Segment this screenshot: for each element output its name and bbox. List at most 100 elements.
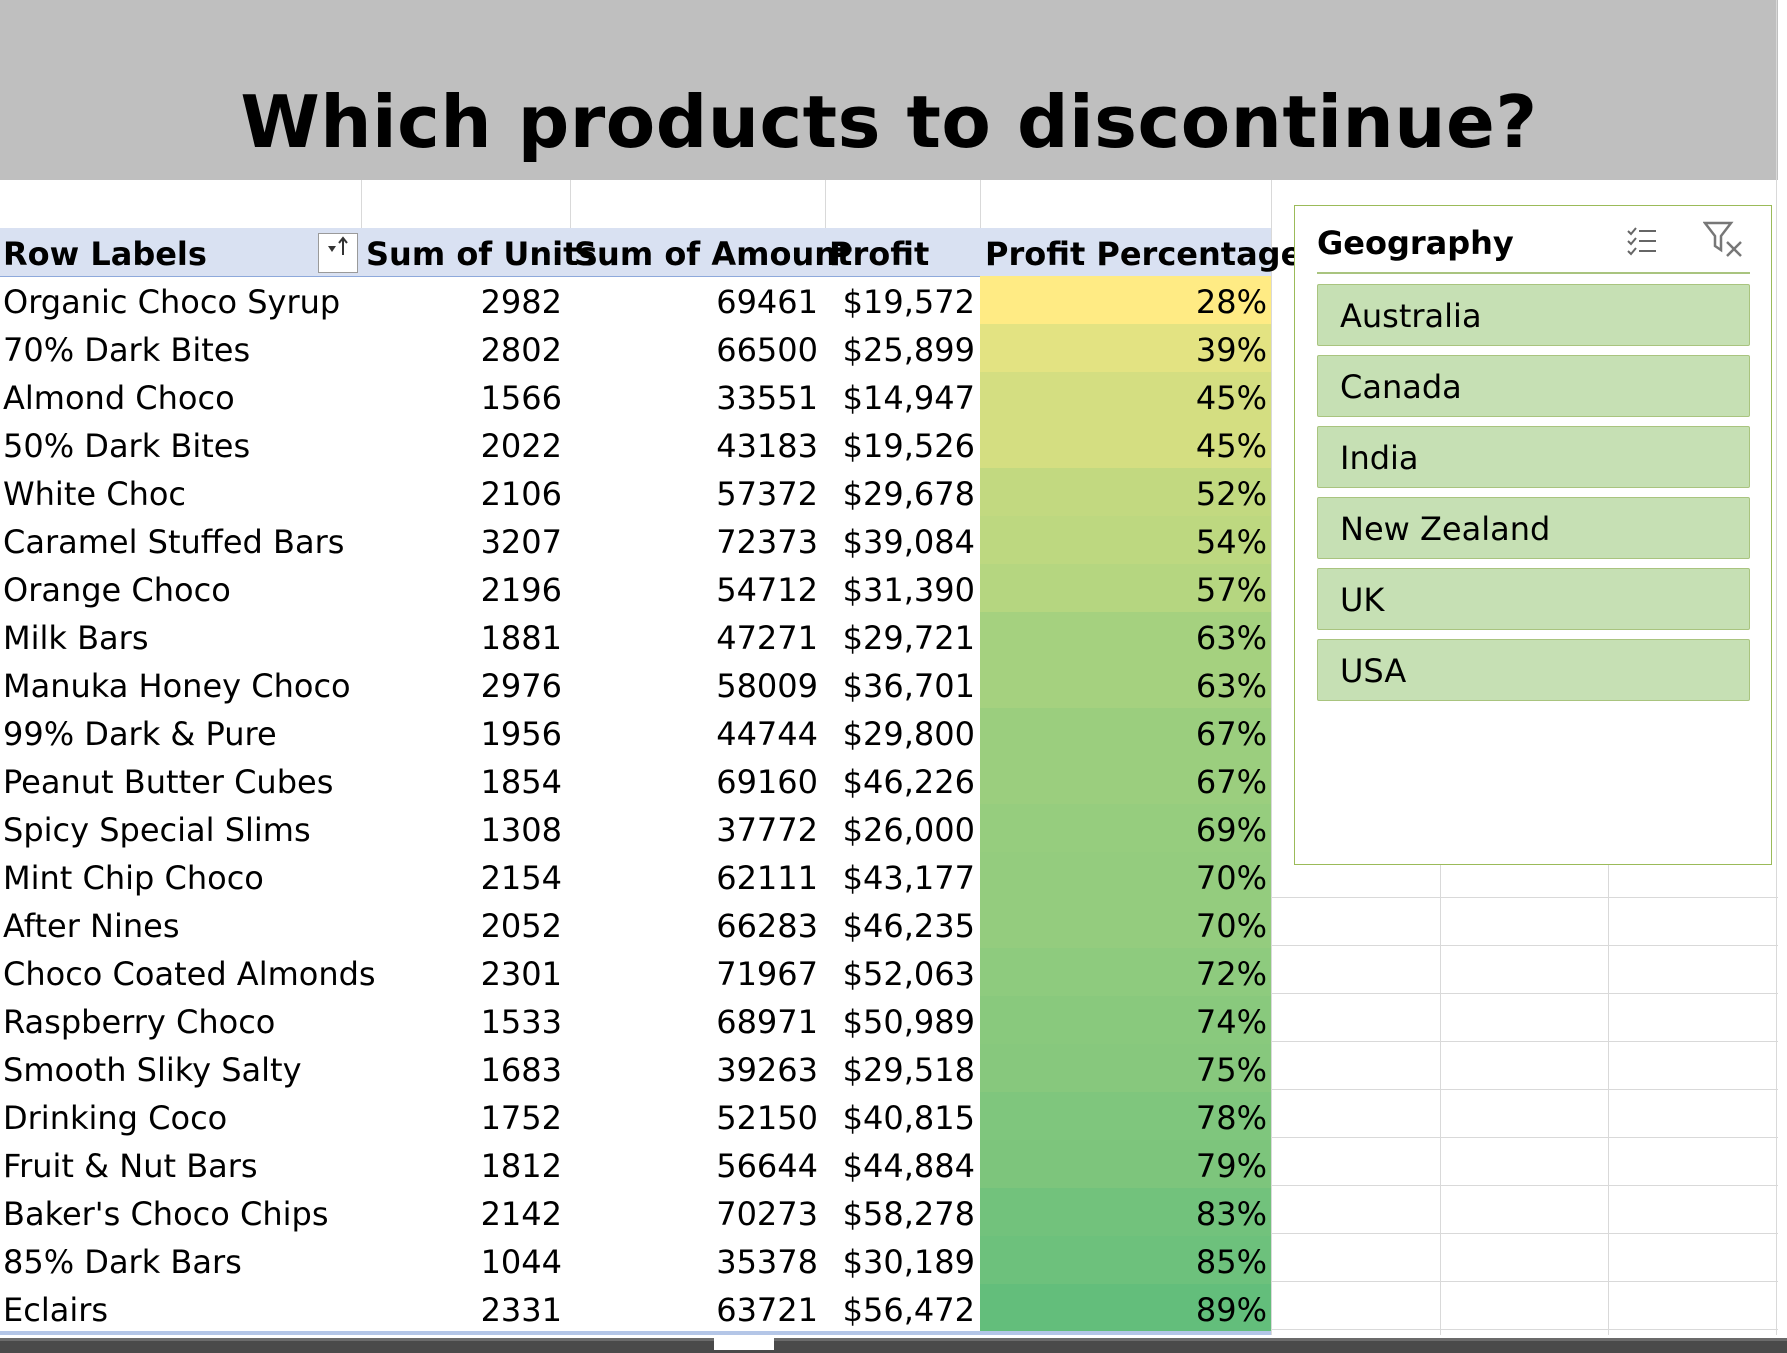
units-cell[interactable]: 2331 (480, 1291, 562, 1329)
profit-percentage-cell[interactable]: 52% (1195, 475, 1267, 513)
units-cell[interactable]: 3207 (480, 523, 562, 561)
units-cell[interactable]: 1044 (480, 1243, 562, 1281)
table-row[interactable]: Eclairs 2331 63721 $56,472 89% (0, 1284, 1271, 1332)
table-row[interactable]: Baker's Choco Chips 2142 70273 $58,278 83% (0, 1188, 1271, 1236)
profit-cell[interactable]: $31,390 (842, 571, 975, 609)
table-row[interactable]: Mint Chip Choco 2154 62111 $43,177 70% (0, 852, 1271, 900)
amount-cell[interactable]: 37772 (716, 811, 818, 849)
table-row[interactable]: 85% Dark Bars 1044 35378 $30,189 85% (0, 1236, 1271, 1284)
profit-cell[interactable]: $26,000 (842, 811, 975, 849)
amount-cell[interactable]: 71967 (716, 955, 818, 993)
table-row[interactable]: 50% Dark Bites 2022 43183 $19,526 45% (0, 420, 1271, 468)
row-label[interactable]: Manuka Honey Choco (3, 667, 351, 705)
profit-cell[interactable]: $46,235 (842, 907, 975, 945)
row-label[interactable]: Orange Choco (3, 571, 231, 609)
amount-cell[interactable]: 54712 (716, 571, 818, 609)
profit-percentage-cell[interactable]: 83% (1195, 1195, 1267, 1233)
profit-cell[interactable]: $58,278 (842, 1195, 975, 1233)
slicer-item-australia[interactable]: Australia (1317, 284, 1750, 346)
profit-percentage-cell[interactable]: 79% (1195, 1147, 1267, 1185)
row-label[interactable]: Drinking Coco (3, 1099, 228, 1137)
units-cell[interactable]: 2154 (480, 859, 562, 897)
profit-percentage-cell[interactable]: 63% (1195, 667, 1267, 705)
amount-cell[interactable]: 69461 (716, 283, 818, 321)
table-row[interactable]: Manuka Honey Choco 2976 58009 $36,701 63% (0, 660, 1271, 708)
units-cell[interactable]: 2106 (480, 475, 562, 513)
amount-cell[interactable]: 62111 (716, 859, 818, 897)
header-row-labels[interactable]: Row Labels (3, 235, 207, 273)
table-row[interactable]: 99% Dark & Pure 1956 44744 $29,800 67% (0, 708, 1271, 756)
row-label[interactable]: Organic Choco Syrup (3, 283, 341, 321)
row-label[interactable]: Raspberry Choco (3, 1003, 276, 1041)
units-cell[interactable]: 1752 (480, 1099, 562, 1137)
profit-percentage-cell[interactable]: 54% (1195, 523, 1267, 561)
profit-percentage-cell[interactable]: 72% (1195, 955, 1267, 993)
slicer-item-usa[interactable]: USA (1317, 639, 1750, 701)
header-sum-units[interactable]: Sum of Units (366, 235, 598, 273)
slicer-item-new-zealand[interactable]: New Zealand (1317, 497, 1750, 559)
table-row[interactable]: White Choc 2106 57372 $29,678 52% (0, 468, 1271, 516)
units-cell[interactable]: 2976 (480, 667, 562, 705)
table-row[interactable]: Choco Coated Almonds 2301 71967 $52,063 72% (0, 948, 1271, 996)
table-row[interactable]: Milk Bars 1881 47271 $29,721 63% (0, 612, 1271, 660)
units-cell[interactable]: 2196 (480, 571, 562, 609)
row-label[interactable]: 85% Dark Bars (3, 1243, 242, 1281)
table-row[interactable]: 70% Dark Bites 2802 66500 $25,899 39% (0, 324, 1271, 372)
profit-cell[interactable]: $29,721 (842, 619, 975, 657)
row-label[interactable]: 50% Dark Bites (3, 427, 251, 465)
profit-cell[interactable]: $29,800 (842, 715, 975, 753)
row-label[interactable]: Smooth Sliky Salty (3, 1051, 302, 1089)
units-cell[interactable]: 2301 (480, 955, 562, 993)
amount-cell[interactable]: 69160 (716, 763, 818, 801)
profit-cell[interactable]: $50,989 (842, 1003, 975, 1041)
profit-percentage-cell[interactable]: 89% (1195, 1291, 1267, 1329)
units-cell[interactable]: 1308 (480, 811, 562, 849)
profit-cell[interactable]: $29,678 (842, 475, 975, 513)
profit-cell[interactable]: $36,701 (842, 667, 975, 705)
table-row[interactable]: Organic Choco Syrup 2982 69461 $19,572 28% (0, 276, 1271, 324)
units-cell[interactable]: 1881 (480, 619, 562, 657)
amount-cell[interactable]: 58009 (716, 667, 818, 705)
slicer-item-uk[interactable]: UK (1317, 568, 1750, 630)
row-label[interactable]: Eclairs (3, 1291, 109, 1329)
profit-cell[interactable]: $19,526 (842, 427, 975, 465)
amount-cell[interactable]: 35378 (716, 1243, 818, 1281)
units-cell[interactable]: 1533 (480, 1003, 562, 1041)
amount-cell[interactable]: 56644 (716, 1147, 818, 1185)
profit-cell[interactable]: $30,189 (842, 1243, 975, 1281)
profit-cell[interactable]: $56,472 (842, 1291, 975, 1329)
row-label[interactable]: 99% Dark & Pure (3, 715, 277, 753)
profit-cell[interactable]: $43,177 (842, 859, 975, 897)
amount-cell[interactable]: 66283 (716, 907, 818, 945)
table-row[interactable]: Raspberry Choco 1533 68971 $50,989 74% (0, 996, 1271, 1044)
amount-cell[interactable]: 70273 (716, 1195, 818, 1233)
amount-cell[interactable]: 33551 (716, 379, 818, 417)
clear-filter-icon[interactable] (1703, 220, 1745, 260)
multi-select-icon[interactable] (1625, 224, 1659, 258)
units-cell[interactable]: 2802 (480, 331, 562, 369)
table-row[interactable]: Drinking Coco 1752 52150 $40,815 78% (0, 1092, 1271, 1140)
profit-percentage-cell[interactable]: 69% (1195, 811, 1267, 849)
table-row[interactable]: Spicy Special Slims 1308 37772 $26,000 69% (0, 804, 1271, 852)
table-row[interactable]: Fruit & Nut Bars 1812 56644 $44,884 79% (0, 1140, 1271, 1188)
units-cell[interactable]: 1566 (480, 379, 562, 417)
table-row[interactable]: Caramel Stuffed Bars 3207 72373 $39,084 54% (0, 516, 1271, 564)
units-cell[interactable]: 1812 (480, 1147, 562, 1185)
sheet-tab-bar[interactable] (0, 1338, 1787, 1353)
row-label[interactable]: Spicy Special Slims (3, 811, 311, 849)
table-row[interactable]: Orange Choco 2196 54712 $31,390 57% (0, 564, 1271, 612)
active-sheet-tab[interactable] (714, 1335, 774, 1350)
sort-filter-button[interactable] (318, 233, 358, 273)
profit-cell[interactable]: $29,518 (842, 1051, 975, 1089)
profit-percentage-cell[interactable]: 39% (1195, 331, 1267, 369)
header-sum-amount[interactable]: Sum of Amount (574, 235, 853, 273)
units-cell[interactable]: 1956 (480, 715, 562, 753)
units-cell[interactable]: 1683 (480, 1051, 562, 1089)
profit-percentage-cell[interactable]: 78% (1195, 1099, 1267, 1137)
amount-cell[interactable]: 47271 (716, 619, 818, 657)
amount-cell[interactable]: 63721 (716, 1291, 818, 1329)
amount-cell[interactable]: 72373 (716, 523, 818, 561)
profit-percentage-cell[interactable]: 75% (1195, 1051, 1267, 1089)
row-label[interactable]: Fruit & Nut Bars (3, 1147, 258, 1185)
row-label[interactable]: Mint Chip Choco (3, 859, 264, 897)
